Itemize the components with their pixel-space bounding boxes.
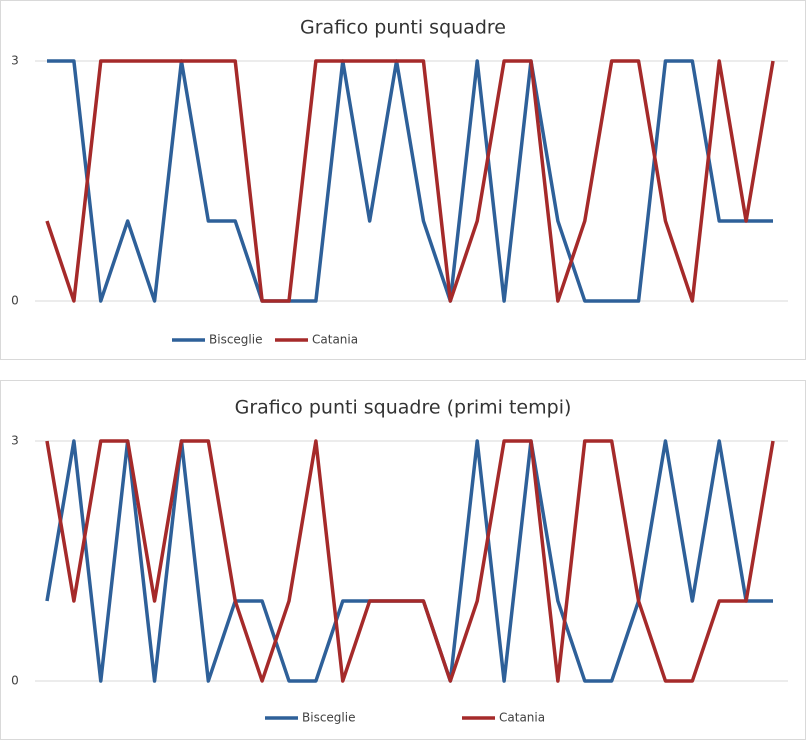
- legend-label: Catania: [312, 333, 358, 347]
- series-line: [45, 59, 775, 303]
- legend-label: Bisceglie: [302, 711, 355, 725]
- y-tick-label: 3: [11, 54, 19, 68]
- legend-label: Bisceglie: [209, 333, 262, 347]
- chart-frame: [0, 0, 806, 360]
- legend-label: Catania: [499, 711, 545, 725]
- y-tick-label: 0: [11, 674, 19, 688]
- series-line: [47, 59, 773, 303]
- y-tick-label: 3: [11, 434, 19, 448]
- series-line: [45, 439, 775, 683]
- chart-title: Grafico punti squadre (primi tempi): [235, 397, 572, 419]
- chart-title: Grafico punti squadre: [300, 17, 506, 39]
- y-tick-label: 0: [11, 294, 19, 308]
